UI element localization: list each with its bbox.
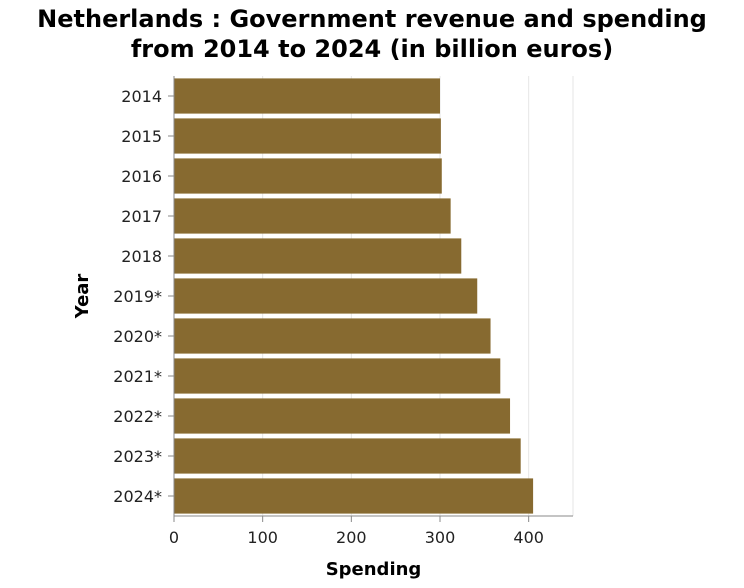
x-tick-label: 100 bbox=[247, 528, 278, 547]
bars bbox=[174, 78, 534, 514]
y-axis-title: Year bbox=[72, 274, 93, 320]
x-axis-title: Spending bbox=[326, 559, 422, 580]
y-tick-label: 2022* bbox=[113, 407, 162, 426]
y-axis-ticks: 2014 2015 2016 2017 2018 2019* 2020* 2021* 2022*… bbox=[113, 87, 174, 506]
y-tick-label: 2023* bbox=[113, 447, 162, 466]
bar-2016 bbox=[174, 158, 442, 194]
bar-2015 bbox=[174, 118, 441, 154]
bar-2023-est bbox=[174, 438, 521, 474]
x-axis-ticks: 0 100 200 300 400 bbox=[169, 516, 544, 547]
bar-2018 bbox=[174, 238, 462, 274]
y-tick-label: 2019* bbox=[113, 287, 162, 306]
y-tick-label: 2024* bbox=[113, 487, 162, 506]
bar-2024-est bbox=[174, 478, 534, 514]
y-tick-label: 2020* bbox=[113, 327, 162, 346]
x-tick-label: 200 bbox=[336, 528, 367, 547]
x-tick-label: 0 bbox=[169, 528, 179, 547]
x-tick-label: 300 bbox=[425, 528, 456, 547]
bar-2017 bbox=[174, 198, 451, 234]
x-tick-label: 400 bbox=[513, 528, 544, 547]
bar-2020-est bbox=[174, 318, 491, 354]
y-tick-label: 2021* bbox=[113, 367, 162, 386]
y-tick-label: 2015 bbox=[121, 127, 162, 146]
bar-2014 bbox=[174, 78, 440, 114]
y-tick-label: 2018 bbox=[121, 247, 162, 266]
chart-title-line-2: from 2014 to 2024 (in billion euros) bbox=[130, 35, 614, 63]
chart-title-line-1: Netherlands : Government revenue and spe… bbox=[37, 5, 707, 33]
chart-title: Netherlands : Government revenue and spe… bbox=[0, 4, 744, 64]
y-tick-label: 2017 bbox=[121, 207, 162, 226]
bar-2019-est bbox=[174, 278, 478, 314]
y-tick-label: 2014 bbox=[121, 87, 162, 106]
y-tick-label: 2016 bbox=[121, 167, 162, 186]
bar-2021-est bbox=[174, 358, 501, 394]
bar-2022-est bbox=[174, 398, 511, 434]
